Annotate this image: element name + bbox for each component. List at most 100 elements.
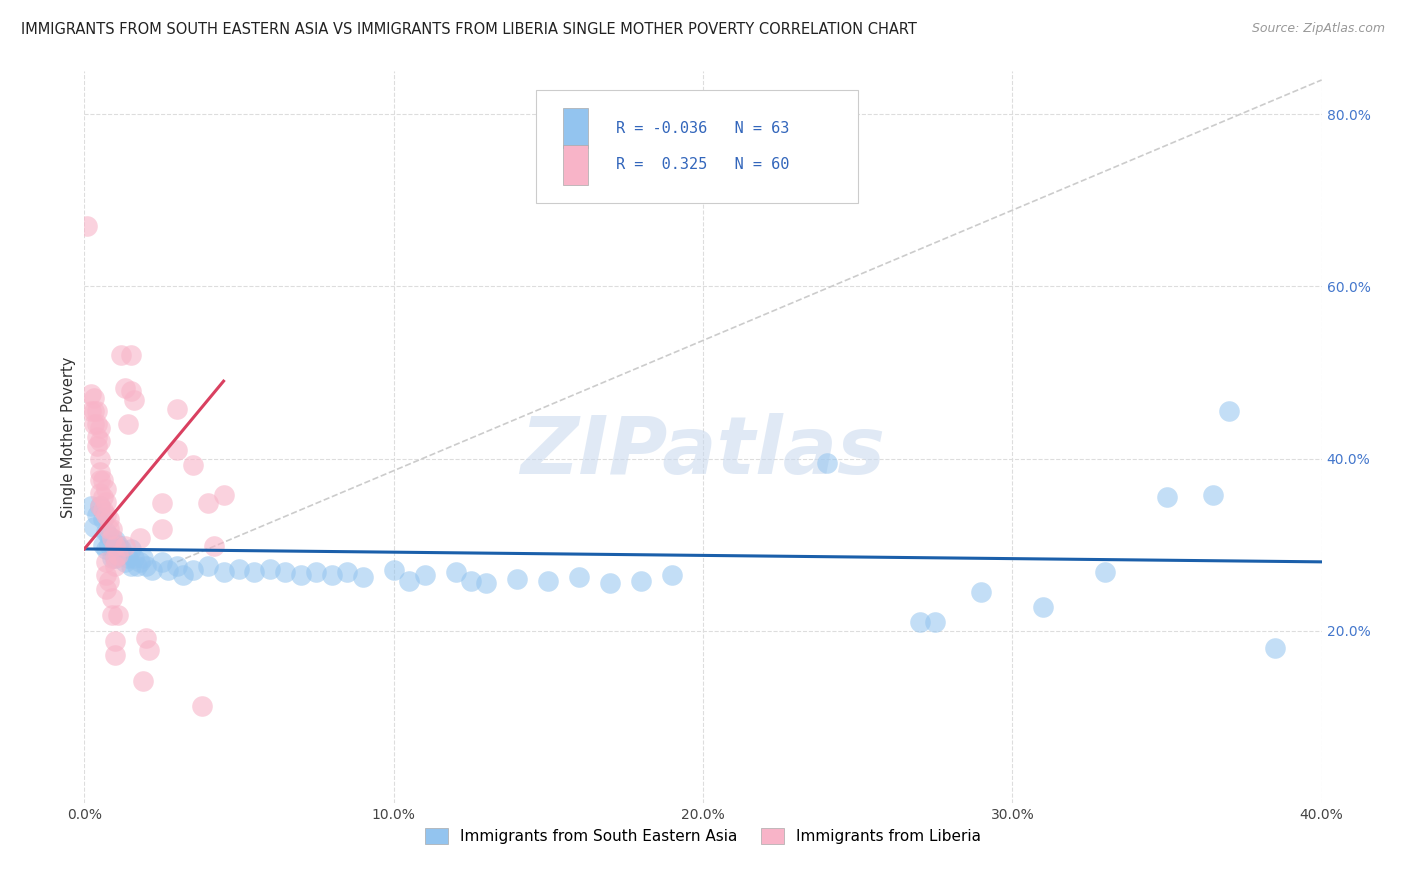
Point	[89, 465, 111, 479]
Text: R = -0.036   N = 63: R = -0.036 N = 63	[616, 121, 790, 136]
Point	[101, 531, 124, 545]
Point	[98, 529, 121, 543]
Bar	[564, 145, 588, 185]
Point	[1032, 599, 1054, 614]
Point	[197, 496, 219, 510]
Y-axis label: Single Mother Poverty: Single Mother Poverty	[60, 357, 76, 517]
Point	[1156, 491, 1178, 505]
Point	[413, 567, 436, 582]
Point	[156, 564, 179, 578]
Point	[117, 417, 139, 432]
Point	[117, 550, 139, 565]
Point	[83, 392, 105, 406]
Point	[537, 574, 560, 588]
Point	[104, 533, 127, 548]
Point	[132, 673, 155, 688]
Point	[1202, 488, 1225, 502]
Point	[191, 699, 214, 714]
Point	[98, 512, 121, 526]
Point	[101, 550, 124, 565]
Point	[120, 348, 142, 362]
Point	[181, 458, 204, 473]
Point	[101, 522, 124, 536]
Point	[444, 565, 467, 579]
Point	[107, 538, 129, 552]
Point	[228, 562, 250, 576]
Point	[122, 550, 145, 565]
Point	[94, 555, 117, 569]
Point	[129, 531, 152, 545]
Point	[110, 348, 132, 362]
Point	[135, 559, 157, 574]
Point	[382, 564, 405, 578]
Point	[150, 555, 173, 569]
Point	[114, 381, 136, 395]
Point	[150, 522, 173, 536]
Point	[181, 564, 204, 578]
Point	[104, 559, 127, 574]
Point	[202, 540, 225, 554]
Point	[141, 564, 163, 578]
Point	[83, 417, 105, 432]
Point	[197, 559, 219, 574]
Point	[120, 559, 142, 574]
Point	[460, 574, 482, 588]
Point	[89, 499, 111, 513]
Point	[101, 591, 124, 605]
Point	[98, 574, 121, 588]
Point	[86, 508, 108, 522]
Point	[94, 582, 117, 597]
Point	[352, 570, 374, 584]
Point	[91, 512, 114, 526]
Point	[86, 404, 108, 418]
Point	[104, 648, 127, 662]
Point	[94, 482, 117, 496]
Point	[94, 494, 117, 508]
Point	[114, 555, 136, 569]
Point	[630, 574, 652, 588]
Point	[104, 540, 127, 554]
Point	[91, 473, 114, 487]
Legend: Immigrants from South Eastern Asia, Immigrants from Liberia: Immigrants from South Eastern Asia, Immi…	[419, 822, 987, 850]
Point	[83, 520, 105, 534]
Point	[599, 576, 621, 591]
Point	[661, 567, 683, 582]
Point	[94, 524, 117, 539]
Point	[506, 572, 529, 586]
Point	[120, 384, 142, 399]
Text: Source: ZipAtlas.com: Source: ZipAtlas.com	[1251, 22, 1385, 36]
Point	[104, 550, 127, 565]
Point	[120, 541, 142, 556]
Point	[924, 615, 946, 629]
Point	[91, 538, 114, 552]
Point	[138, 642, 160, 657]
Point	[76, 219, 98, 234]
Point	[212, 488, 235, 502]
Point	[336, 565, 359, 579]
Point	[815, 456, 838, 470]
Point	[1264, 640, 1286, 655]
Point	[107, 608, 129, 623]
Point	[970, 585, 993, 599]
Text: R =  0.325   N = 60: R = 0.325 N = 60	[616, 158, 790, 172]
Point	[129, 555, 152, 569]
Point	[259, 562, 281, 576]
Point	[104, 634, 127, 648]
Point	[321, 567, 343, 582]
Point	[89, 434, 111, 449]
Point	[104, 550, 127, 565]
Point	[91, 503, 114, 517]
Text: ZIPatlas: ZIPatlas	[520, 413, 886, 491]
Point	[89, 451, 111, 466]
Point	[475, 576, 498, 591]
Point	[98, 522, 121, 536]
Point	[86, 417, 108, 432]
Point	[94, 567, 117, 582]
Point	[212, 565, 235, 579]
Point	[166, 442, 188, 457]
Point	[150, 496, 173, 510]
Point	[83, 404, 105, 418]
Point	[91, 491, 114, 505]
FancyBboxPatch shape	[536, 90, 858, 203]
Point	[290, 567, 312, 582]
